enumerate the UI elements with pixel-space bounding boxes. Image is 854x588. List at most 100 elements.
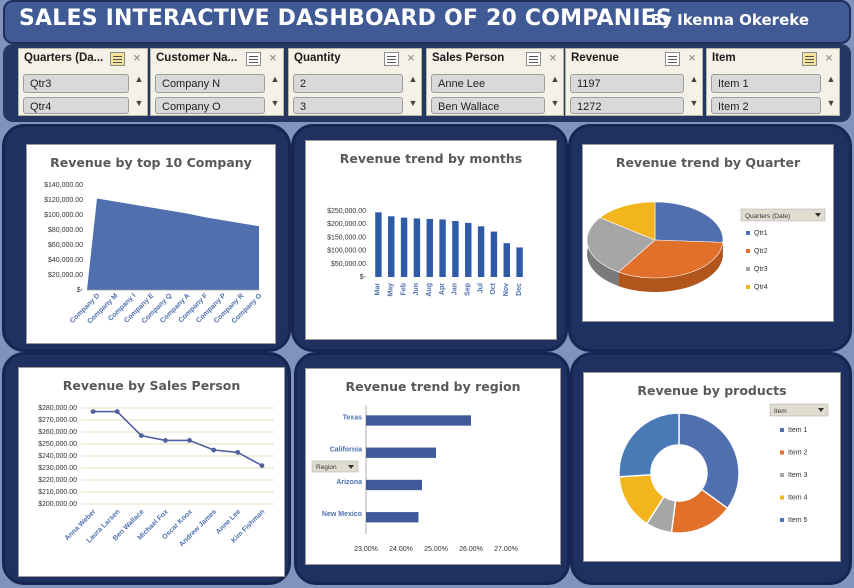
slicer-scrollbar[interactable]: ▲ ▼ <box>826 74 836 108</box>
area-series[interactable] <box>87 198 259 291</box>
x-tick-label: 24.00% <box>389 546 413 553</box>
slicer-2[interactable]: Quantity ⨯ 2 3 ▲ ▼ <box>288 48 422 116</box>
slicer-item[interactable]: Qtr4 <box>23 97 129 114</box>
clear-filter-icon[interactable]: ⨯ <box>687 53 697 64</box>
x-tick-label: Dec <box>516 283 523 296</box>
legend-marker <box>746 267 750 271</box>
bar[interactable] <box>400 217 408 277</box>
slicer-item[interactable]: 2 <box>293 74 403 93</box>
data-point[interactable] <box>163 438 168 443</box>
data-point[interactable] <box>138 433 144 438</box>
multi-select-icon[interactable] <box>384 52 399 66</box>
pie-slice[interactable] <box>654 201 724 243</box>
slicer-item[interactable]: Item 1 <box>711 74 821 93</box>
clear-filter-icon[interactable]: ⨯ <box>548 53 558 64</box>
slicer-item[interactable]: 3 <box>293 97 403 114</box>
pie-slice[interactable] <box>599 201 656 241</box>
chart-region[interactable]: Revenue trend by region Texas California A… <box>305 368 561 565</box>
slicer-item[interactable]: 1197 <box>570 74 684 93</box>
line-series[interactable] <box>93 410 263 467</box>
legend-filter-button[interactable] <box>769 403 829 417</box>
data-point[interactable] <box>235 450 241 455</box>
bar[interactable] <box>516 247 523 277</box>
slicer-scrollbar[interactable]: ▲ ▼ <box>689 74 699 108</box>
slicer-scrollbar[interactable]: ▲ ▼ <box>550 74 560 108</box>
data-point[interactable] <box>259 463 265 468</box>
slicer-item[interactable]: Item 2 <box>711 97 821 114</box>
legend-filter-button[interactable] <box>740 208 826 222</box>
x-tick-label: Apr <box>439 283 446 295</box>
clear-filter-icon[interactable]: ⨯ <box>268 53 278 64</box>
chart-quarter[interactable]: Revenue trend by Quarter Quarters (Date)… <box>582 144 834 322</box>
y-tick-label: $100,000.00 <box>44 212 83 219</box>
slicer-item[interactable]: Qtr3 <box>23 74 129 93</box>
legend-label: Item 2 <box>788 450 808 457</box>
slicer-0[interactable]: Quarters (Da... ⨯ Qtr3 Qtr4 ▲ ▼ <box>18 48 148 116</box>
x-tick-label: Aug <box>426 283 433 297</box>
dropdown-icon[interactable] <box>818 408 824 412</box>
slicer-item[interactable]: Ben Wallace <box>431 97 545 114</box>
chart-top-company[interactable]: Revenue by top 10 Company $140,000.00 $12… <box>26 144 276 344</box>
slicer-item[interactable]: Anne Lee <box>431 74 545 93</box>
bar[interactable] <box>388 216 395 277</box>
bar[interactable] <box>366 479 422 491</box>
legend-label: Qtr2 <box>754 248 768 255</box>
bar[interactable] <box>366 512 419 523</box>
dropdown-icon[interactable] <box>348 465 354 469</box>
doughnut-slice[interactable] <box>618 412 680 478</box>
slicer-header: Customer Na... ⨯ <box>151 49 283 71</box>
x-tick-label: Sep <box>465 283 472 296</box>
x-tick-label: Jan <box>452 283 459 295</box>
y-tick-label: $40,000.00 <box>48 257 83 264</box>
bar[interactable] <box>413 218 421 277</box>
slicer-scrollbar[interactable]: ▲ ▼ <box>134 74 144 108</box>
bar[interactable] <box>452 221 459 277</box>
slicer-item[interactable]: Company O <box>155 97 265 114</box>
slicer-item[interactable]: Company N <box>155 74 265 93</box>
slicer-item[interactable]: 1272 <box>570 97 684 114</box>
slicer-5[interactable]: Item ⨯ Item 1 Item 2 ▲ ▼ <box>706 48 840 116</box>
slicer-4[interactable]: Revenue ⨯ 1197 1272 ▲ ▼ <box>565 48 703 116</box>
slicer-scrollbar[interactable]: ▲ ▼ <box>408 74 418 108</box>
x-tick-label: 23.00% <box>354 546 378 553</box>
slicer-header: Quantity ⨯ <box>289 49 421 71</box>
pie-slice[interactable] <box>586 217 656 273</box>
slicer-1[interactable]: Customer Na... ⨯ Company N Company O ▲ ▼ <box>150 48 284 116</box>
clear-filter-icon[interactable]: ⨯ <box>132 53 142 64</box>
bar[interactable] <box>490 231 498 277</box>
chart-months[interactable]: Revenue trend by months $250,000.00 $200,… <box>305 140 557 340</box>
legend-filter-label: Quarters (Date) <box>745 213 790 220</box>
bar[interactable] <box>503 243 510 277</box>
bar[interactable] <box>439 219 446 277</box>
slicer-scrollbar[interactable]: ▲ ▼ <box>270 74 280 108</box>
multi-select-icon[interactable] <box>526 52 541 66</box>
legend-filter-button[interactable] <box>311 460 359 473</box>
y-tick-label: California <box>330 447 362 454</box>
data-point[interactable] <box>114 409 120 414</box>
dropdown-icon[interactable] <box>815 213 821 217</box>
bar[interactable] <box>366 415 471 426</box>
bar[interactable] <box>465 222 472 277</box>
chart-title: Revenue by products <box>637 383 787 398</box>
bar[interactable] <box>426 218 433 277</box>
clear-filter-icon[interactable]: ⨯ <box>406 53 416 64</box>
y-tick-label: $270,000.00 <box>38 417 77 424</box>
multi-select-icon[interactable] <box>802 52 817 66</box>
chart-sales-person[interactable]: Revenue by Sales Person $280,000.00 $270,… <box>18 367 285 577</box>
multi-select-icon[interactable] <box>665 52 680 66</box>
bar[interactable] <box>375 212 382 277</box>
x-tick-label: Jul <box>477 283 484 293</box>
multi-select-icon[interactable] <box>110 52 125 66</box>
bar[interactable] <box>477 226 485 277</box>
chart-products[interactable]: Revenue by products Item Item 1 Item 2 Item… <box>583 372 841 562</box>
data-point[interactable] <box>187 438 192 443</box>
slicer-header: Quarters (Da... ⨯ <box>19 49 147 71</box>
y-tick-label: $- <box>360 274 367 281</box>
doughnut-slice[interactable] <box>678 412 740 510</box>
data-point[interactable] <box>211 447 217 453</box>
data-point[interactable] <box>90 409 96 414</box>
slicer-3[interactable]: Sales Person ⨯ Anne Lee Ben Wallace ▲ ▼ <box>426 48 564 116</box>
bar[interactable] <box>366 447 436 458</box>
clear-filter-icon[interactable]: ⨯ <box>824 53 834 64</box>
multi-select-icon[interactable] <box>246 52 261 66</box>
